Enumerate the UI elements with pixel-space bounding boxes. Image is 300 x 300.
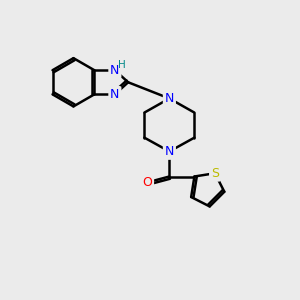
Text: H: H xyxy=(118,60,126,70)
Text: N: N xyxy=(165,145,174,158)
Text: N: N xyxy=(165,92,174,105)
Text: N: N xyxy=(110,64,120,77)
Text: S: S xyxy=(211,167,219,180)
Text: O: O xyxy=(142,176,152,189)
Text: N: N xyxy=(110,88,120,101)
